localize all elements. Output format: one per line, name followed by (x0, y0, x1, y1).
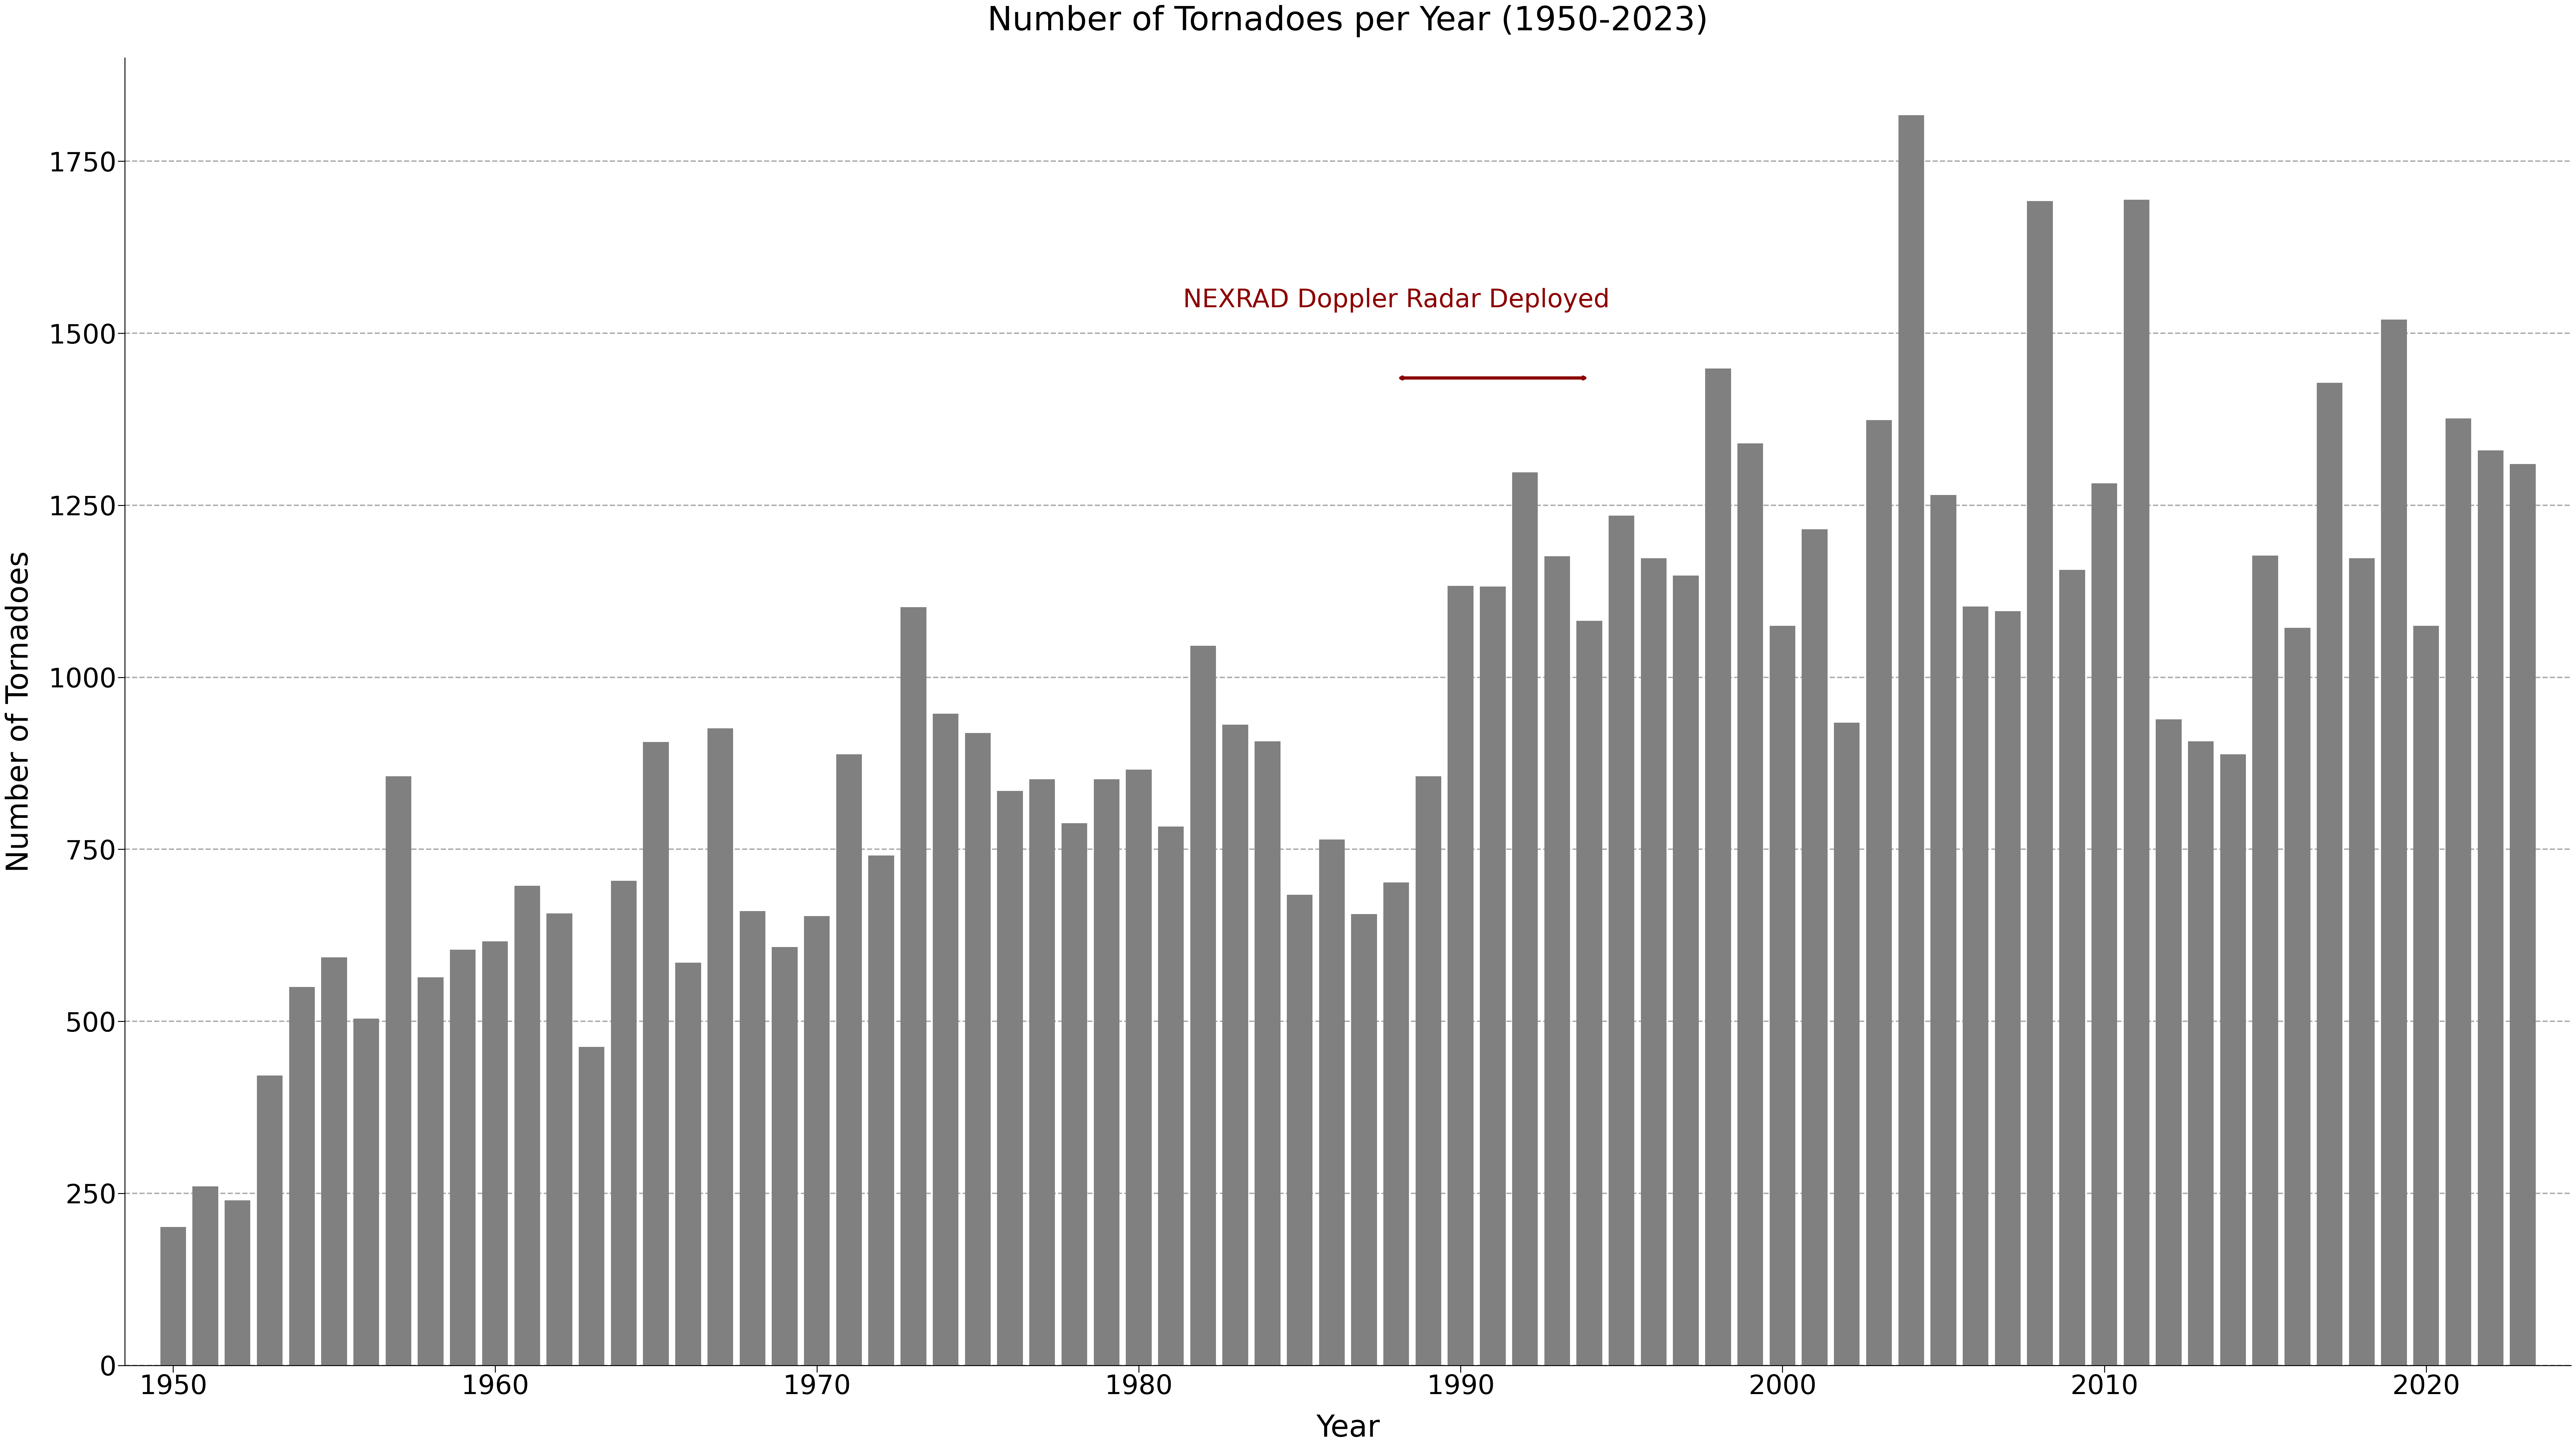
Bar (1577, 621, 1602, 1365)
Bar (966, 733, 992, 1365)
Bar (2156, 720, 2182, 1365)
Bar (933, 714, 958, 1365)
Bar (611, 880, 636, 1365)
Bar (1159, 827, 1185, 1365)
Bar (322, 957, 348, 1365)
Bar (868, 856, 894, 1365)
Bar (1095, 779, 1121, 1365)
Bar (2349, 559, 2375, 1365)
Bar (386, 776, 412, 1365)
Bar (1899, 116, 1924, 1365)
Bar (675, 963, 701, 1365)
Bar (1190, 646, 1216, 1365)
Bar (160, 1226, 185, 1365)
Bar (451, 950, 477, 1365)
Bar (546, 914, 572, 1365)
Bar (193, 1186, 219, 1365)
Bar (997, 791, 1023, 1365)
Bar (1865, 420, 1891, 1365)
Bar (1641, 559, 1667, 1365)
Bar (837, 754, 863, 1365)
Text: NEXRAD Doppler Radar Deployed: NEXRAD Doppler Radar Deployed (1182, 288, 1610, 313)
Bar (1801, 530, 1826, 1365)
Bar (2221, 754, 2246, 1365)
Bar (1061, 822, 1087, 1365)
Bar (289, 988, 314, 1365)
Bar (804, 917, 829, 1365)
Bar (1479, 586, 1504, 1365)
Bar (2445, 418, 2470, 1365)
Bar (2414, 626, 2439, 1365)
Bar (353, 1018, 379, 1365)
Bar (1834, 723, 1860, 1365)
Bar (2285, 628, 2311, 1365)
Bar (739, 911, 765, 1365)
Title: Number of Tornadoes per Year (1950-2023): Number of Tornadoes per Year (1950-2023) (987, 4, 1708, 38)
Bar (2380, 320, 2406, 1365)
Bar (1255, 741, 1280, 1365)
Bar (1705, 368, 1731, 1365)
Bar (1224, 725, 1249, 1365)
X-axis label: Year: Year (1316, 1413, 1381, 1444)
Bar (224, 1200, 250, 1365)
Bar (1448, 586, 1473, 1365)
Bar (515, 886, 541, 1365)
Bar (258, 1076, 283, 1365)
Y-axis label: Number of Tornadoes: Number of Tornadoes (5, 550, 33, 872)
Bar (2509, 463, 2535, 1365)
Bar (1770, 626, 1795, 1365)
Bar (773, 947, 799, 1365)
Bar (1126, 769, 1151, 1365)
Bar (417, 977, 443, 1365)
Bar (482, 941, 507, 1365)
Bar (2027, 201, 2053, 1365)
Bar (1319, 840, 1345, 1365)
Bar (2123, 200, 2148, 1365)
Bar (1672, 575, 1698, 1365)
Bar (902, 607, 927, 1365)
Bar (1543, 556, 1569, 1365)
Bar (1929, 495, 1955, 1365)
Bar (1383, 882, 1409, 1365)
Bar (2251, 556, 2277, 1365)
Bar (2092, 484, 2117, 1365)
Bar (1963, 607, 1989, 1365)
Bar (1607, 515, 1633, 1365)
Bar (708, 728, 734, 1365)
Bar (2058, 571, 2084, 1365)
Bar (2316, 382, 2342, 1365)
Bar (2187, 741, 2213, 1365)
Bar (580, 1047, 605, 1365)
Bar (644, 741, 670, 1365)
Bar (1352, 914, 1378, 1365)
Bar (1288, 895, 1314, 1365)
Bar (1736, 443, 1762, 1365)
Bar (1994, 611, 2020, 1365)
Bar (2478, 450, 2504, 1365)
Bar (1030, 779, 1056, 1365)
Bar (1512, 472, 1538, 1365)
Bar (1417, 776, 1443, 1365)
